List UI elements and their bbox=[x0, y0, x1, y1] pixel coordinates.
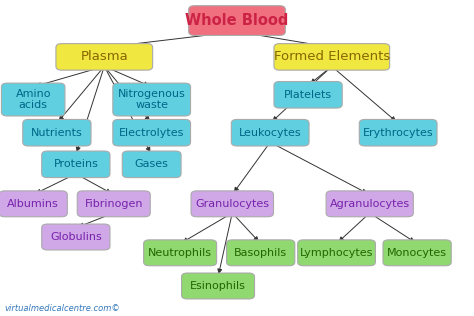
FancyBboxPatch shape bbox=[227, 240, 295, 266]
FancyBboxPatch shape bbox=[144, 240, 217, 266]
Text: Agranulocytes: Agranulocytes bbox=[329, 199, 410, 209]
Text: Platelets: Platelets bbox=[284, 90, 332, 100]
FancyBboxPatch shape bbox=[191, 191, 273, 217]
Text: Lymphocytes: Lymphocytes bbox=[300, 248, 373, 258]
Text: Fibrinogen: Fibrinogen bbox=[84, 199, 143, 209]
FancyBboxPatch shape bbox=[1, 83, 65, 116]
FancyBboxPatch shape bbox=[42, 151, 110, 178]
Text: Esinophils: Esinophils bbox=[190, 281, 246, 291]
FancyBboxPatch shape bbox=[56, 44, 153, 70]
Text: Leukocytes: Leukocytes bbox=[239, 128, 301, 138]
FancyBboxPatch shape bbox=[113, 119, 191, 146]
FancyBboxPatch shape bbox=[122, 151, 181, 178]
Text: Neutrophils: Neutrophils bbox=[148, 248, 212, 258]
Text: Granulocytes: Granulocytes bbox=[195, 199, 269, 209]
Text: Nutrients: Nutrients bbox=[31, 128, 83, 138]
FancyBboxPatch shape bbox=[77, 191, 150, 217]
FancyBboxPatch shape bbox=[359, 119, 437, 146]
Text: Amino
acids: Amino acids bbox=[16, 89, 51, 110]
FancyBboxPatch shape bbox=[274, 82, 342, 108]
FancyBboxPatch shape bbox=[113, 83, 191, 116]
Text: Proteins: Proteins bbox=[54, 159, 98, 169]
FancyBboxPatch shape bbox=[42, 224, 110, 250]
FancyBboxPatch shape bbox=[383, 240, 451, 266]
Text: Whole Blood: Whole Blood bbox=[185, 13, 289, 28]
Text: Erythrocytes: Erythrocytes bbox=[363, 128, 433, 138]
Text: Albumins: Albumins bbox=[7, 199, 59, 209]
Text: Gases: Gases bbox=[135, 159, 169, 169]
FancyBboxPatch shape bbox=[326, 191, 413, 217]
Text: Monocytes: Monocytes bbox=[387, 248, 447, 258]
Text: virtualmedicalcentre.com©: virtualmedicalcentre.com© bbox=[5, 304, 120, 313]
Text: Basophils: Basophils bbox=[234, 248, 287, 258]
Text: Plasma: Plasma bbox=[81, 50, 128, 64]
Text: Nitrogenous
waste: Nitrogenous waste bbox=[118, 89, 185, 110]
Text: Electrolytes: Electrolytes bbox=[119, 128, 184, 138]
FancyBboxPatch shape bbox=[298, 240, 375, 266]
FancyBboxPatch shape bbox=[231, 119, 309, 146]
FancyBboxPatch shape bbox=[0, 191, 67, 217]
FancyBboxPatch shape bbox=[189, 6, 285, 35]
FancyBboxPatch shape bbox=[23, 119, 91, 146]
Text: Formed Elements: Formed Elements bbox=[273, 50, 390, 64]
Text: Globulins: Globulins bbox=[50, 232, 102, 242]
FancyBboxPatch shape bbox=[274, 44, 390, 70]
FancyBboxPatch shape bbox=[182, 273, 255, 299]
